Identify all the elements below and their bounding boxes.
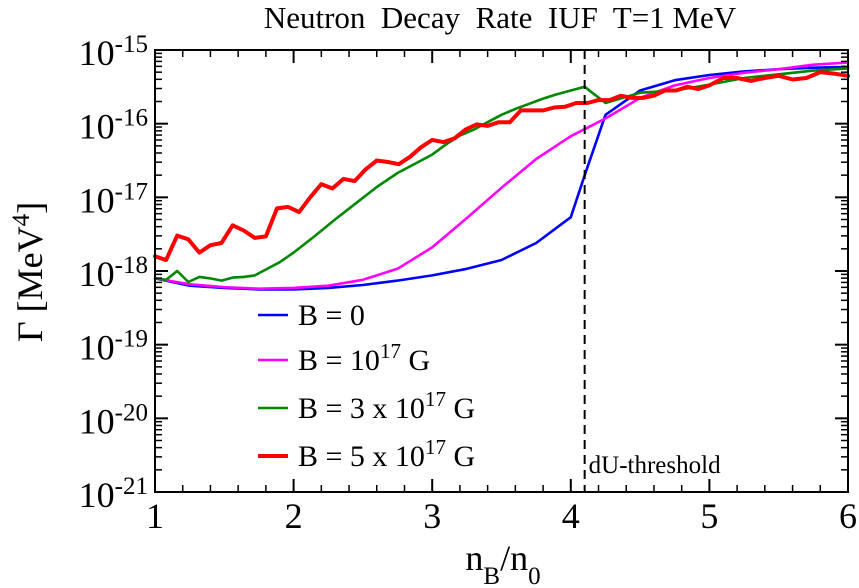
x-axis-label: nB/n0 xyxy=(465,538,540,588)
tick-labels-layer: 1 2 3 4 5 6 10-15 10-16 10-17 10-18 10-19 10-20 10-2… xyxy=(79,31,857,537)
series-line-4 xyxy=(153,70,850,262)
legend-label-4: B = 5 x 1017 G xyxy=(298,435,475,473)
y-tick-label: 10-18 xyxy=(79,252,148,295)
y-tick-label: 10-20 xyxy=(79,399,148,442)
plot-frame xyxy=(154,49,849,493)
y-tick-label: 10-21 xyxy=(79,473,148,516)
x-tick-label: 5 xyxy=(700,496,718,536)
legend-label-1: B = 0 xyxy=(298,299,365,332)
chart-title: Neutron Decay Rate IUF T=1 MeV xyxy=(264,0,737,35)
y-tick-label: 10-19 xyxy=(79,325,148,368)
y-tick-label: 10-16 xyxy=(79,104,148,147)
y-tick-label: 10-15 xyxy=(79,31,148,74)
x-tick-label: 1 xyxy=(146,496,164,536)
x-tick-label: 3 xyxy=(423,496,441,536)
legend-label-2: B = 1017 G xyxy=(298,339,430,377)
x-tick-label: 2 xyxy=(285,496,303,536)
series-line-3 xyxy=(153,67,850,284)
series-line-2 xyxy=(153,61,850,291)
y-axis-label: Γ [MeV4] xyxy=(8,202,51,342)
x-tick-label: 6 xyxy=(839,496,857,536)
legend-label-3: B = 3 x 1017 G xyxy=(298,387,475,425)
dU-threshold-label: dU-threshold xyxy=(589,452,721,479)
y-tick-label: 10-17 xyxy=(79,178,148,221)
series-line-1 xyxy=(153,65,850,291)
ticks-layer xyxy=(154,49,849,493)
x-tick-label: 4 xyxy=(562,496,580,536)
legend: B = 0 B = 1017 G B = 3 x 1017 G B = 5 x 101… xyxy=(258,299,475,473)
series-layer xyxy=(153,61,850,291)
